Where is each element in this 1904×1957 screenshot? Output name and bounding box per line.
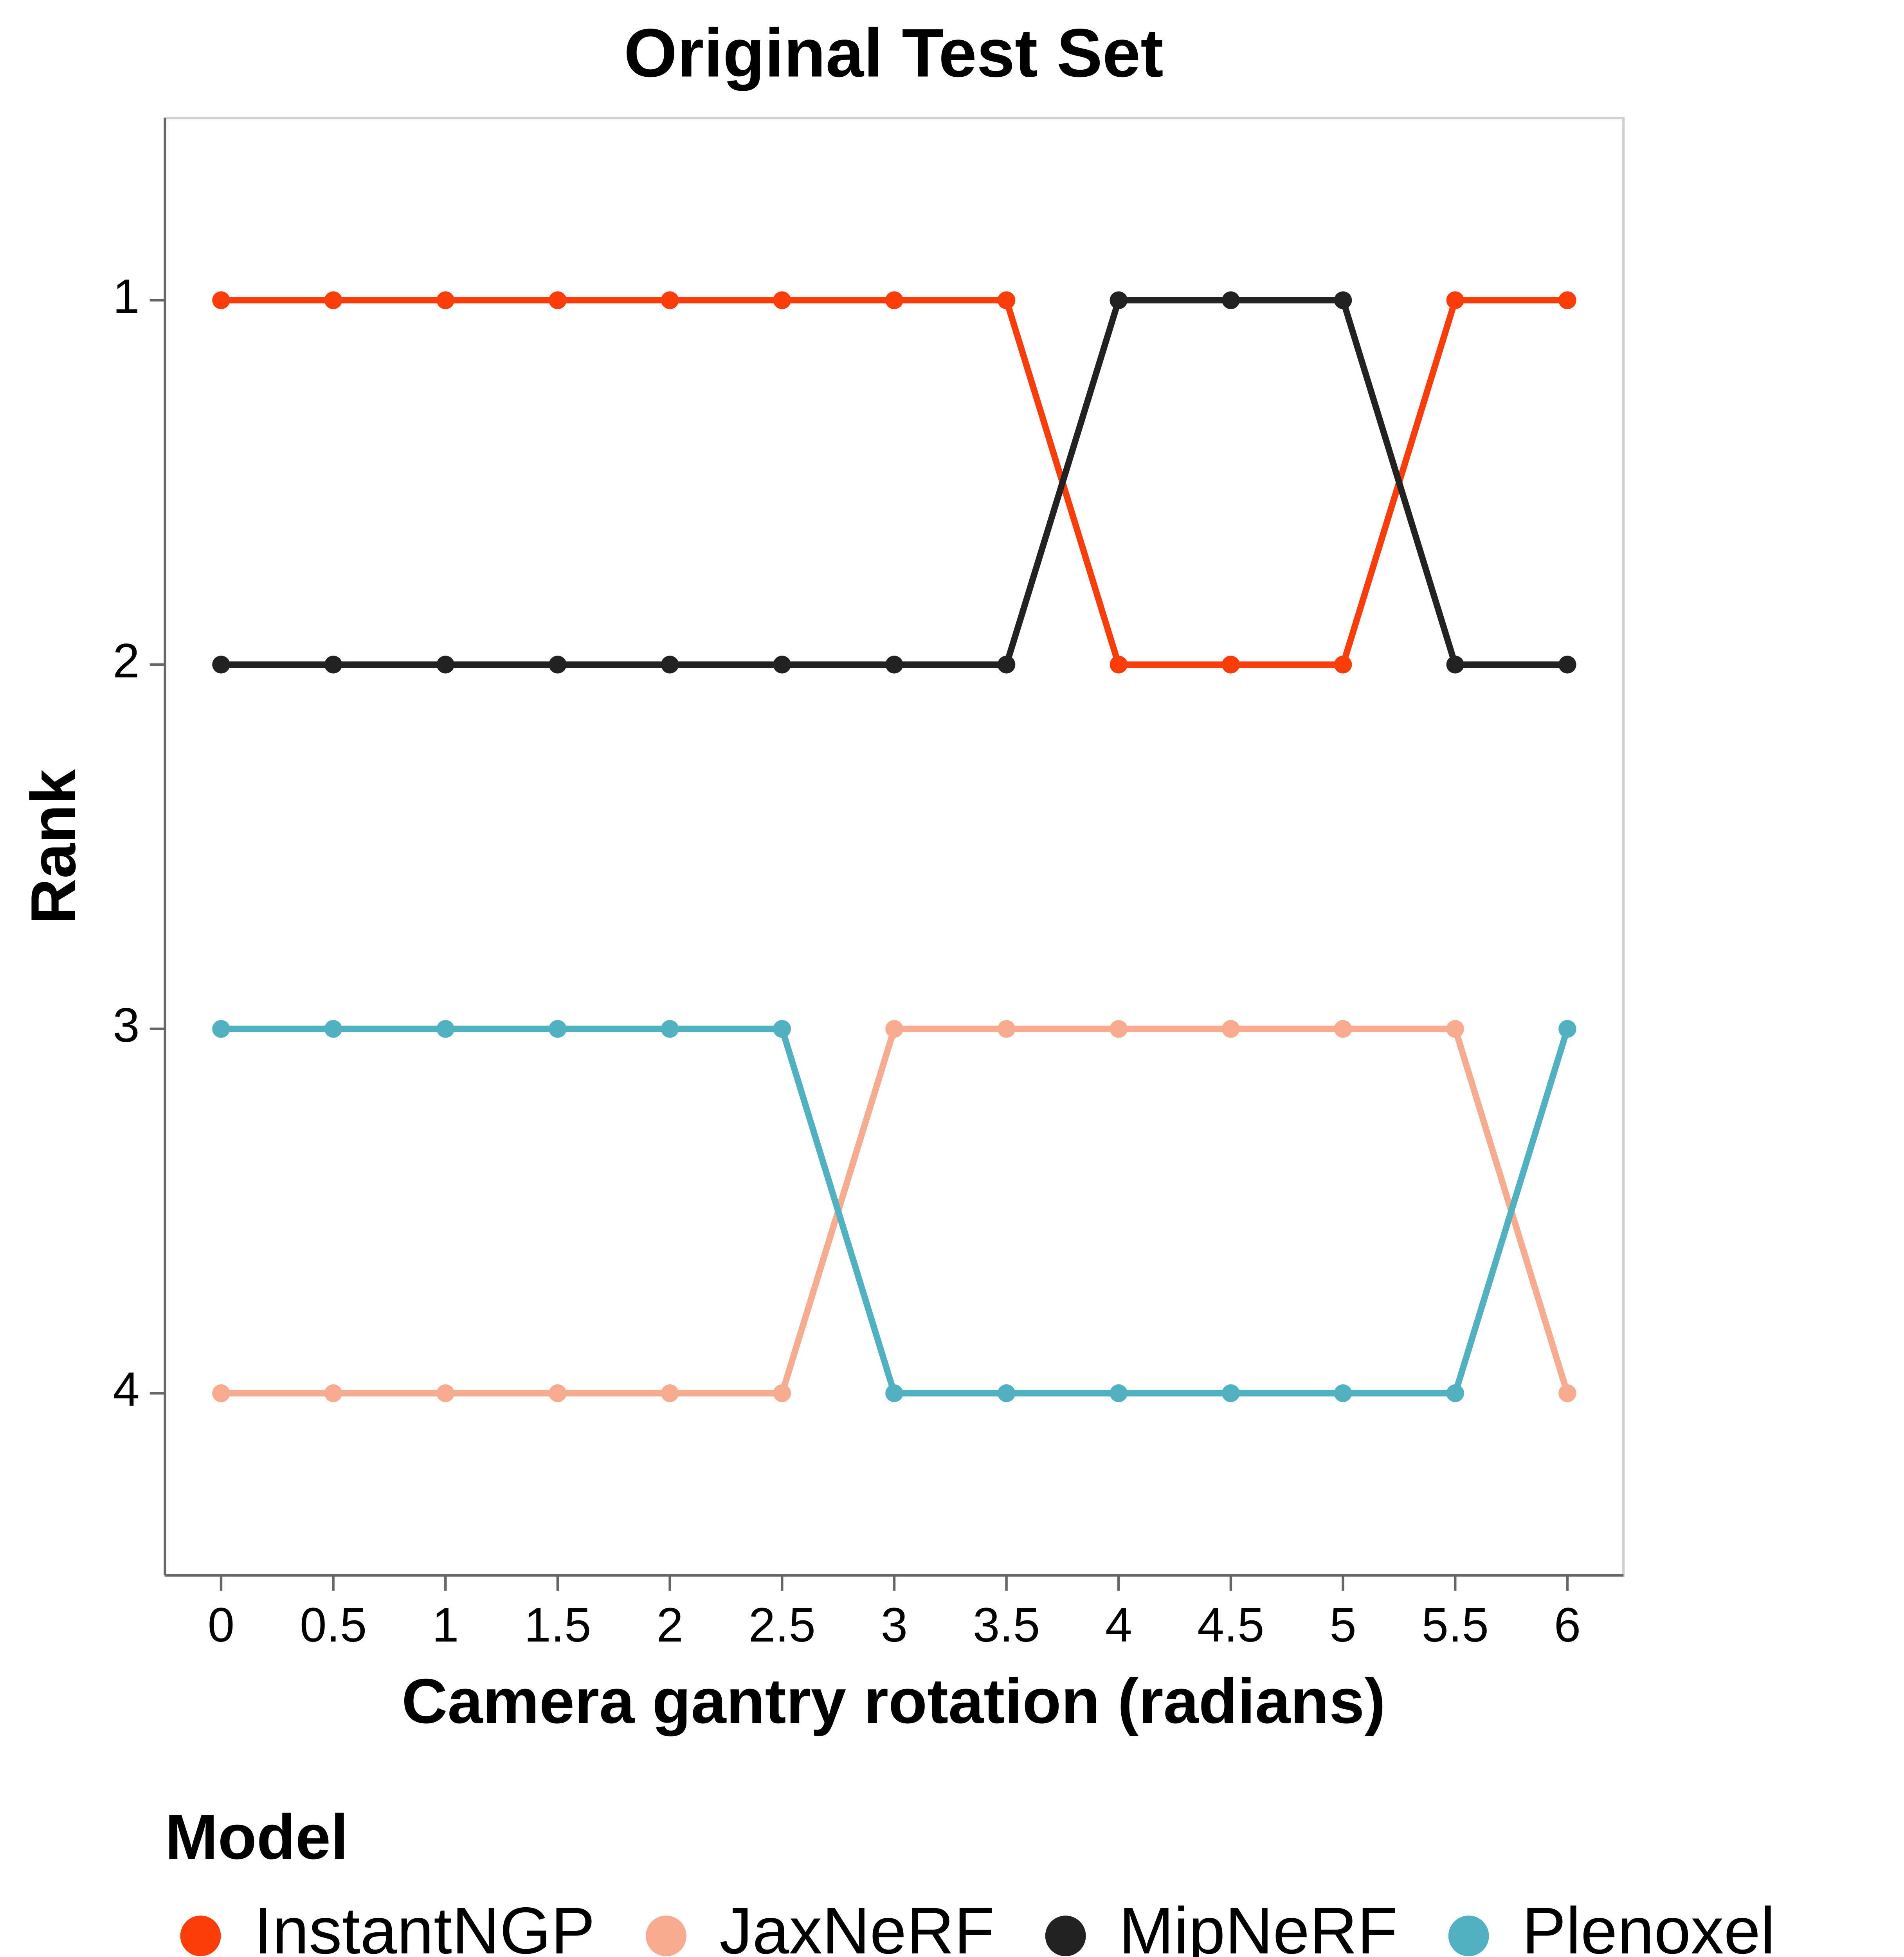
- x-tick-label: 0: [208, 1598, 235, 1652]
- data-point: [997, 656, 1016, 674]
- data-point: [212, 291, 230, 309]
- data-point: [1558, 1384, 1576, 1402]
- data-point: [1110, 1020, 1128, 1038]
- data-point: [1222, 1384, 1240, 1402]
- data-point: [324, 1020, 342, 1038]
- y-axis-label: Rank: [18, 769, 89, 924]
- data-point: [1334, 291, 1352, 309]
- x-tick-label: 3.5: [973, 1598, 1040, 1652]
- data-point: [1110, 291, 1128, 309]
- data-point: [885, 1020, 903, 1038]
- data-point: [885, 291, 903, 309]
- legend-label: Plenoxel: [1522, 1894, 1775, 1957]
- data-point: [1110, 656, 1128, 674]
- y-tick-label: 2: [113, 634, 140, 688]
- data-point: [997, 1384, 1016, 1402]
- data-point: [997, 291, 1016, 309]
- legend-label: JaxNeRF: [719, 1894, 994, 1957]
- data-point: [773, 1384, 791, 1402]
- data-point: [1222, 1020, 1240, 1038]
- data-point: [1334, 1020, 1352, 1038]
- data-point: [1446, 1384, 1464, 1402]
- data-point: [997, 1020, 1016, 1038]
- data-point: [1334, 1384, 1352, 1402]
- data-point: [324, 656, 342, 674]
- data-point: [324, 291, 342, 309]
- x-tick-label: 6: [1554, 1598, 1581, 1652]
- x-tick-label: 1.5: [524, 1598, 591, 1652]
- data-point: [1446, 656, 1464, 674]
- x-tick-label: 2.5: [749, 1598, 816, 1652]
- legend-marker: [1448, 1916, 1489, 1957]
- data-point: [436, 1384, 454, 1402]
- x-axis-label: Camera gantry rotation (radians): [402, 1666, 1385, 1737]
- data-point: [1446, 291, 1464, 309]
- x-tick-label: 4.5: [1197, 1598, 1264, 1652]
- data-point: [661, 291, 679, 309]
- x-tick-label: 0.5: [300, 1598, 367, 1652]
- x-tick-label: 3: [881, 1598, 908, 1652]
- data-point: [212, 1384, 230, 1402]
- data-point: [773, 1020, 791, 1038]
- data-point: [1334, 656, 1352, 674]
- legend-marker: [180, 1916, 221, 1957]
- legend-marker: [646, 1916, 686, 1957]
- data-point: [212, 1020, 230, 1038]
- data-point: [661, 656, 679, 674]
- data-point: [1110, 1384, 1128, 1402]
- legend-label: InstantNGP: [254, 1894, 595, 1957]
- legend-marker: [1045, 1916, 1086, 1957]
- data-point: [549, 1020, 567, 1038]
- x-tick-label: 5: [1329, 1598, 1356, 1652]
- x-tick-label: 2: [656, 1598, 683, 1652]
- data-point: [436, 291, 454, 309]
- data-point: [773, 656, 791, 674]
- data-point: [1222, 291, 1240, 309]
- data-point: [1222, 656, 1240, 674]
- legend-label: MipNeRF: [1119, 1894, 1398, 1957]
- y-tick-label: 3: [113, 998, 140, 1052]
- data-point: [549, 1384, 567, 1402]
- data-point: [661, 1384, 679, 1402]
- data-point: [436, 1020, 454, 1038]
- data-point: [885, 1384, 903, 1402]
- data-point: [1558, 291, 1576, 309]
- x-tick-label: 5.5: [1422, 1598, 1489, 1652]
- data-point: [212, 656, 230, 674]
- x-tick-label: 4: [1105, 1598, 1132, 1652]
- data-point: [324, 1384, 342, 1402]
- data-point: [661, 1020, 679, 1038]
- data-point: [885, 656, 903, 674]
- data-point: [549, 291, 567, 309]
- data-point: [549, 656, 567, 674]
- data-point: [1558, 1020, 1576, 1038]
- data-point: [1558, 656, 1576, 674]
- data-point: [436, 656, 454, 674]
- y-tick-label: 4: [113, 1362, 140, 1416]
- data-point: [1446, 1020, 1464, 1038]
- x-tick-label: 1: [432, 1598, 459, 1652]
- y-tick-label: 1: [113, 270, 140, 324]
- legend-title: Model: [165, 1802, 348, 1872]
- data-point: [773, 291, 791, 309]
- chart-title: Original Test Set: [624, 15, 1164, 92]
